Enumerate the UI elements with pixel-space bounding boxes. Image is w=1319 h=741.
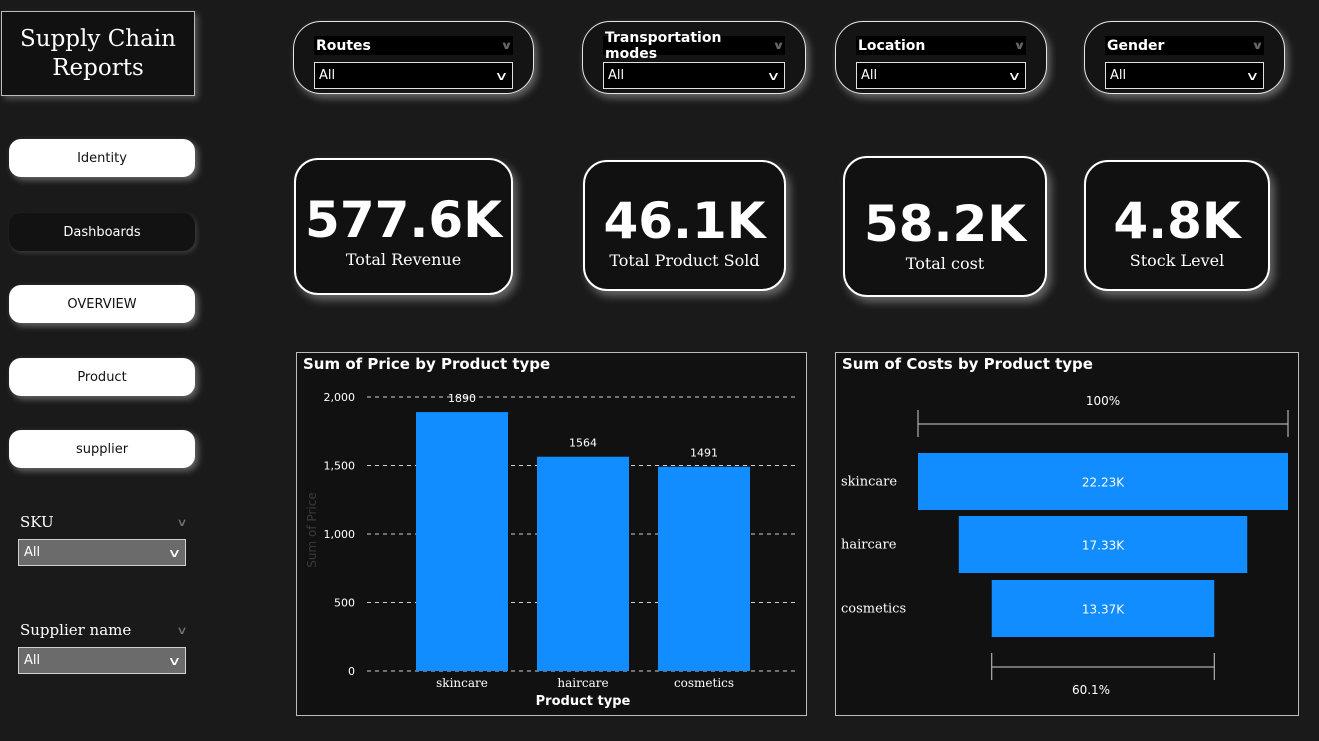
location-dropdown-value: All (861, 68, 878, 83)
kpi-value: 4.8K (1113, 192, 1241, 250)
chevron-down-icon: ∨ (167, 653, 182, 668)
kpi-total-product-sold: 46.1K Total Product Sold (583, 160, 786, 291)
kpi-caption: Stock Level (1129, 251, 1225, 270)
chevron-down-icon[interactable]: ∨ (176, 515, 188, 529)
data-label: 1491 (690, 447, 718, 460)
kpi-caption: Total Product Sold (609, 251, 760, 270)
chevron-down-icon[interactable]: ∨ (1013, 39, 1026, 52)
chevron-down-icon: ∨ (1007, 68, 1022, 83)
gender-dropdown-value: All (1110, 68, 1127, 83)
price-by-product-chart: Sum of Price by Product type 0 500 1,000 1,… (296, 352, 807, 716)
kpi-stock-level: 4.8K Stock Level (1084, 160, 1270, 291)
category-label: skincare (841, 475, 897, 490)
supplier-name-slicer: Supplier name ∨ All ∨ (18, 621, 188, 674)
report-title-line1: Supply Chain (20, 25, 176, 52)
x-tick-label: skincare (436, 676, 488, 690)
sku-dropdown-value: All (24, 545, 41, 560)
y-tick-label: 1,500 (324, 460, 356, 473)
chevron-down-icon[interactable]: ∨ (772, 39, 785, 52)
nav-supplier-button[interactable]: supplier (9, 430, 195, 468)
nav-identity-button[interactable]: Identity (9, 139, 195, 177)
sku-slicer-label: SKU (20, 513, 54, 531)
supplier-name-slicer-label: Supplier name (20, 621, 132, 639)
report-title-line2: Reports (52, 54, 144, 81)
kpi-total-revenue: 577.6K Total Revenue (294, 158, 513, 295)
funnel-top-label: 100% (1086, 394, 1120, 408)
funnel-bar-haircare (958, 516, 1248, 573)
chevron-down-icon[interactable]: ∨ (1251, 39, 1264, 52)
chevron-down-icon: ∨ (766, 68, 781, 83)
chevron-down-icon: ∨ (494, 68, 509, 83)
bar-chart-svg: 0 500 1,000 1,500 2,000 Sum of Price 1890 skinc… (305, 391, 797, 709)
routes-dropdown-value: All (319, 68, 336, 83)
y-tick-label: 2,000 (324, 391, 356, 404)
data-label: 13.37K (1082, 603, 1125, 617)
nav-product-button[interactable]: Product (9, 358, 195, 396)
funnel-chart-svg: 100% 22.23K skincare 17.33K haircare 13.37K co… (841, 394, 1289, 697)
kpi-total-cost: 58.2K Total cost (843, 156, 1047, 297)
supplier-name-dropdown-value: All (24, 653, 41, 668)
bar-cosmetics (658, 466, 750, 671)
bar-skincare (416, 412, 508, 671)
chevron-down-icon[interactable]: ∨ (500, 39, 513, 52)
report-title: Supply Chain Reports (1, 11, 195, 96)
sku-dropdown[interactable]: All ∨ (18, 539, 186, 566)
location-filter-label: Location (858, 37, 926, 54)
routes-filter: Routes ∨ All ∨ (293, 21, 534, 94)
data-label: 1564 (569, 437, 597, 450)
data-label: 22.23K (1082, 476, 1125, 490)
chevron-down-icon: ∨ (1245, 68, 1260, 83)
y-axis-label: Sum of Price (305, 492, 319, 567)
data-label: 1890 (448, 392, 476, 405)
chevron-down-icon[interactable]: ∨ (176, 623, 188, 637)
sku-slicer: SKU ∨ All ∨ (18, 513, 188, 566)
kpi-caption: Total cost (905, 254, 985, 273)
gender-filter: Gender ∨ All ∨ (1084, 21, 1285, 94)
supplier-name-dropdown[interactable]: All ∨ (18, 647, 186, 674)
transportation-modes-dropdown-value: All (608, 68, 625, 83)
y-tick-label: 500 (334, 597, 355, 610)
funnel-bottom-label: 60.1% (1072, 683, 1110, 697)
transportation-modes-filter-label: Transportation modes (605, 29, 722, 62)
funnel-bar-skincare (918, 453, 1288, 510)
nav-overview-button[interactable]: OVERVIEW (9, 285, 195, 323)
transportation-modes-filter: Transportation modes ∨ All ∨ (582, 21, 806, 94)
kpi-value: 577.6K (305, 191, 502, 249)
category-label: haircare (841, 538, 897, 553)
funnel-bar-cosmetics (991, 580, 1215, 637)
kpi-caption: Total Revenue (345, 250, 462, 269)
chevron-down-icon: ∨ (167, 545, 182, 560)
data-label: 17.33K (1082, 539, 1125, 553)
chart-title: Sum of Price by Product type (303, 355, 551, 373)
nav-dashboards-button[interactable]: Dashboards (9, 213, 195, 251)
kpi-value: 58.2K (863, 195, 1027, 253)
transportation-modes-dropdown[interactable]: All ∨ (603, 62, 785, 89)
bar-haircare (537, 456, 629, 671)
gender-filter-label: Gender (1107, 37, 1165, 54)
costs-by-product-chart: Sum of Costs by Product type 100% 22.23K s… (835, 352, 1299, 716)
routes-dropdown[interactable]: All ∨ (314, 62, 513, 89)
x-tick-label: cosmetics (674, 676, 734, 690)
y-tick-label: 1,000 (324, 528, 356, 541)
x-tick-label: haircare (557, 676, 608, 690)
gender-dropdown[interactable]: All ∨ (1105, 62, 1264, 89)
chart-title: Sum of Costs by Product type (842, 355, 1093, 373)
category-label: cosmetics (841, 602, 906, 617)
x-axis-label: Product type (536, 694, 631, 709)
y-tick-label: 0 (348, 665, 355, 678)
routes-filter-label: Routes (316, 37, 371, 54)
location-filter: Location ∨ All ∨ (835, 21, 1047, 94)
location-dropdown[interactable]: All ∨ (856, 62, 1026, 89)
kpi-value: 46.1K (603, 192, 766, 250)
